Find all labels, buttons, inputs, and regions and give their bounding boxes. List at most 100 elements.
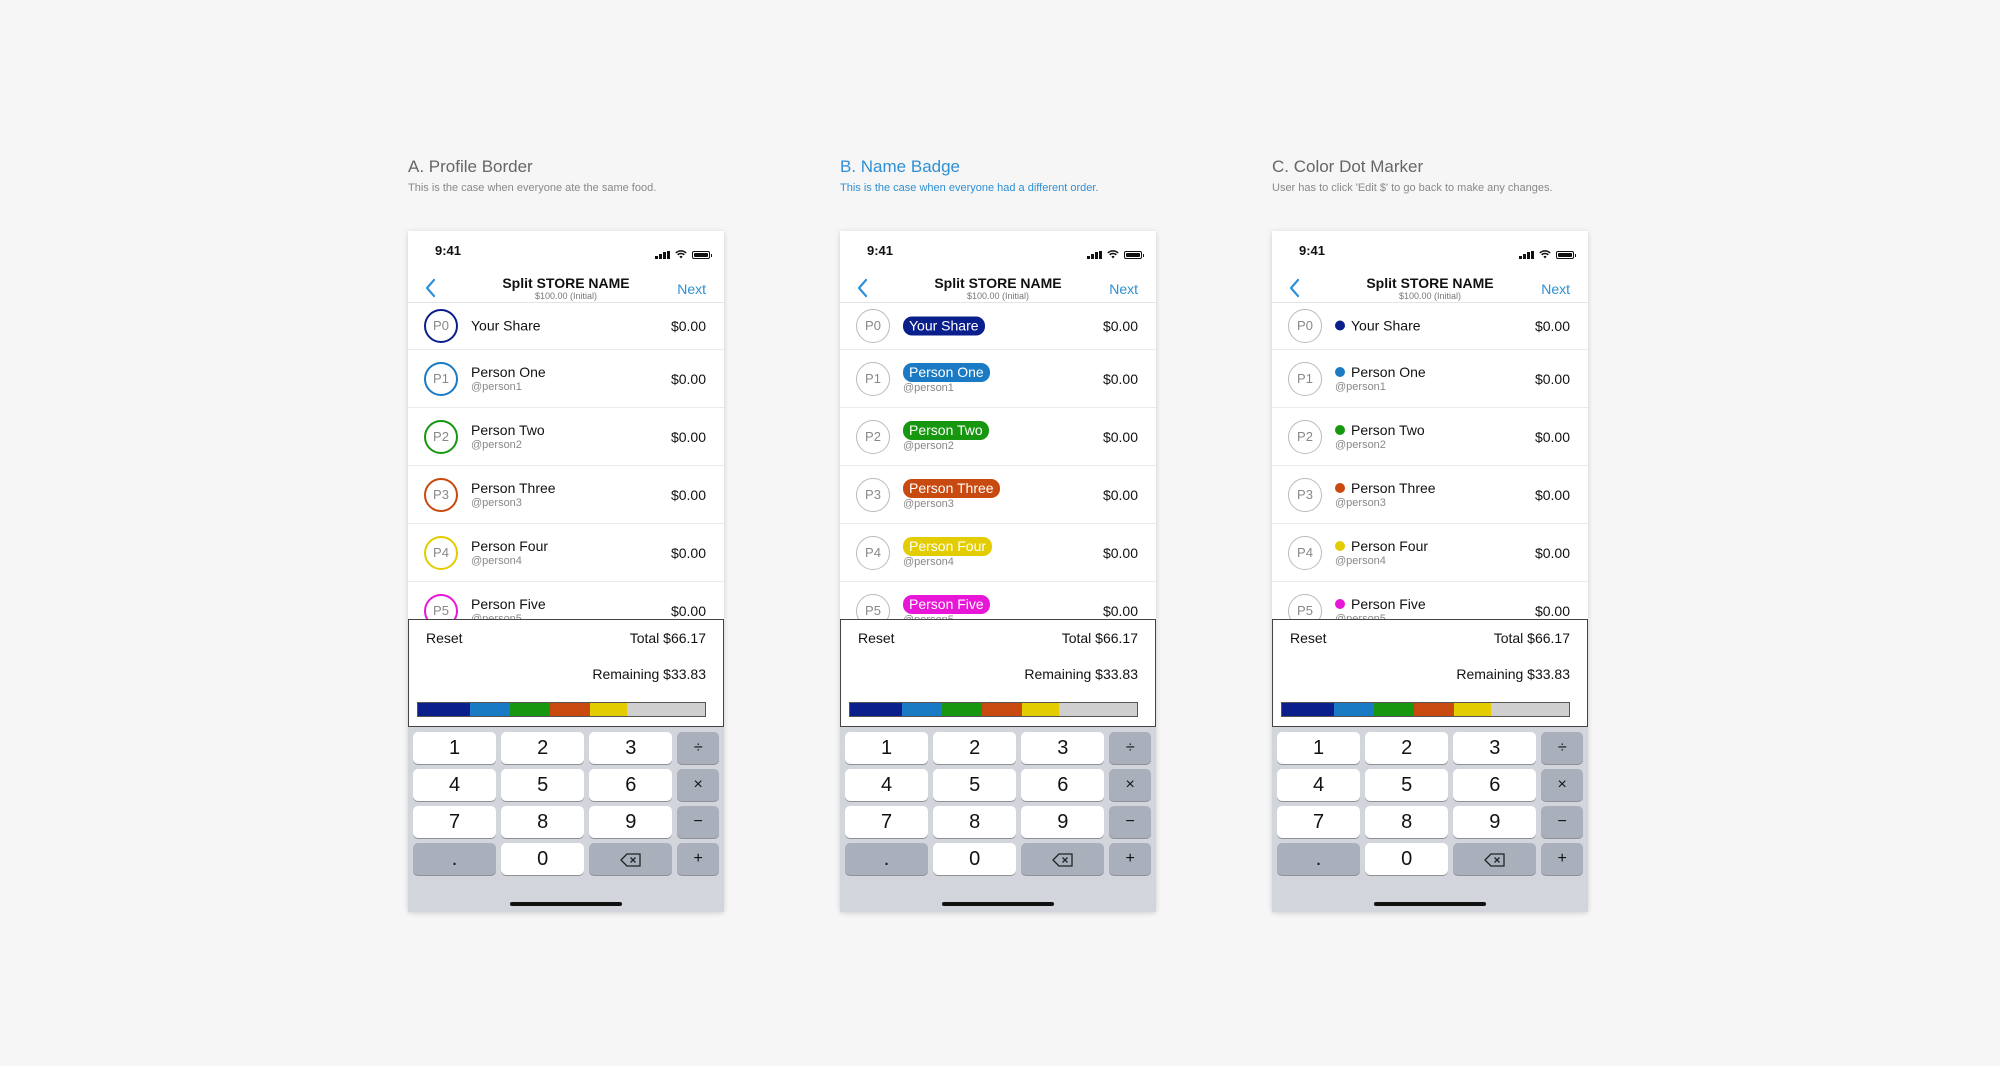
key-9[interactable]: 9: [589, 806, 673, 838]
person-row[interactable]: P4 Person Four @person4 $0.00: [840, 524, 1156, 582]
person-amount: $0.00: [1534, 602, 1570, 619]
key-4[interactable]: 4: [1277, 769, 1361, 801]
multiply-key[interactable]: ×: [677, 769, 719, 801]
person-row[interactable]: P5 Person Five@person5 $0.00: [408, 582, 724, 619]
minus-key[interactable]: −: [1541, 806, 1583, 838]
multiply-key[interactable]: ×: [1541, 769, 1583, 801]
person-row[interactable]: P3 Person Three @person3 $0.00: [1272, 466, 1588, 524]
name-badge: Person One: [903, 362, 990, 382]
backspace-key[interactable]: [589, 843, 673, 875]
next-button[interactable]: Next: [677, 281, 706, 297]
plus-key[interactable]: +: [1541, 843, 1583, 875]
key-5[interactable]: 5: [933, 769, 1017, 801]
variant-subtitle: User has to click 'Edit $' to go back to…: [1272, 182, 1553, 194]
person-row[interactable]: P0 Your Share $0.00: [1272, 303, 1588, 350]
next-button[interactable]: Next: [1541, 281, 1570, 297]
person-row[interactable]: P1 Person One @person1 $0.00: [1272, 350, 1588, 408]
person-row[interactable]: P2 Person Two @person2 $0.00: [408, 408, 724, 466]
reset-button[interactable]: Reset: [858, 630, 895, 646]
plus-key[interactable]: +: [1109, 843, 1151, 875]
nav-bar: Split STORE NAME $100.00 (Initial) Next: [1272, 275, 1588, 303]
name-badge: Person Two: [903, 420, 989, 440]
multiply-key[interactable]: ×: [1109, 769, 1151, 801]
person-row[interactable]: P4 Person Four @person4 $0.00: [1272, 524, 1588, 582]
key-2[interactable]: 2: [501, 732, 585, 764]
back-chevron-icon[interactable]: [1285, 276, 1307, 300]
split-progress-bar: [849, 702, 1138, 717]
key-3[interactable]: 3: [1453, 732, 1537, 764]
key-4[interactable]: 4: [413, 769, 497, 801]
key-0[interactable]: 0: [1365, 843, 1449, 875]
divide-key[interactable]: ÷: [677, 732, 719, 764]
next-button[interactable]: Next: [1109, 281, 1138, 297]
key-decimal[interactable]: .: [413, 843, 497, 875]
key-5[interactable]: 5: [501, 769, 585, 801]
avatar: P4: [856, 535, 890, 570]
keypad-row: . 0 +: [845, 843, 1151, 875]
back-chevron-icon[interactable]: [853, 276, 875, 300]
person-info: Your Share: [903, 316, 985, 336]
back-chevron-icon[interactable]: [421, 276, 443, 300]
key-2[interactable]: 2: [1365, 732, 1449, 764]
person-handle: @person1: [1335, 380, 1386, 393]
key-7[interactable]: 7: [413, 806, 497, 838]
key-7[interactable]: 7: [1277, 806, 1361, 838]
reset-button[interactable]: Reset: [1290, 630, 1327, 646]
person-row[interactable]: P5 Person Five@person5 $0.00: [1272, 582, 1588, 619]
key-7[interactable]: 7: [845, 806, 929, 838]
plus-key[interactable]: +: [677, 843, 719, 875]
backspace-key[interactable]: [1453, 843, 1537, 875]
person-amount: $0.00: [1534, 370, 1570, 387]
minus-key[interactable]: −: [677, 806, 719, 838]
key-9[interactable]: 9: [1453, 806, 1537, 838]
key-2[interactable]: 2: [933, 732, 1017, 764]
battery-icon: [1124, 251, 1144, 259]
page-title: Split STORE NAME: [502, 275, 630, 291]
person-row[interactable]: P3 Person Three @person3 $0.00: [840, 466, 1156, 524]
person-row[interactable]: P0 Your Share $0.00: [840, 303, 1156, 350]
key-decimal[interactable]: .: [1277, 843, 1361, 875]
key-1[interactable]: 1: [1277, 732, 1361, 764]
person-handle: @person3: [903, 497, 954, 510]
color-dot-marker: [1335, 598, 1345, 609]
key-4[interactable]: 4: [845, 769, 929, 801]
person-name: Person Two: [471, 422, 545, 439]
key-decimal[interactable]: .: [845, 843, 929, 875]
key-6[interactable]: 6: [1453, 769, 1537, 801]
key-1[interactable]: 1: [413, 732, 497, 764]
divide-key[interactable]: ÷: [1109, 732, 1151, 764]
key-3[interactable]: 3: [1021, 732, 1105, 764]
person-handle: @person4: [1335, 554, 1386, 567]
key-0[interactable]: 0: [933, 843, 1017, 875]
numeric-keypad: 1 2 3 ÷ 4 5 6 × 7 8 9−. 0 +: [408, 727, 724, 912]
reset-button[interactable]: Reset: [426, 630, 463, 646]
person-row[interactable]: P0 Your Share $0.00: [408, 303, 724, 350]
person-row[interactable]: P1 Person One @person1 $0.00: [408, 350, 724, 408]
key-3[interactable]: 3: [589, 732, 673, 764]
avatar: P3: [856, 477, 890, 512]
person-row[interactable]: P1 Person One @person1 $0.00: [840, 350, 1156, 408]
wifi-icon: [675, 246, 687, 264]
key-6[interactable]: 6: [589, 769, 673, 801]
key-8[interactable]: 8: [501, 806, 585, 838]
person-row[interactable]: P2 Person Two @person2 $0.00: [840, 408, 1156, 466]
backspace-icon: [620, 848, 642, 870]
person-row[interactable]: P5 Person Five@person5 $0.00: [840, 582, 1156, 619]
key-9[interactable]: 9: [1021, 806, 1105, 838]
avatar: P2: [856, 419, 890, 454]
person-amount: $0.00: [1102, 428, 1138, 445]
key-8[interactable]: 8: [1365, 806, 1449, 838]
backspace-key[interactable]: [1021, 843, 1105, 875]
color-dot-marker: [1335, 424, 1345, 435]
person-row[interactable]: P3 Person Three @person3 $0.00: [408, 466, 724, 524]
numeric-keypad: 1 2 3 ÷ 4 5 6 × 7 8 9−. 0 +: [1272, 727, 1588, 912]
key-0[interactable]: 0: [501, 843, 585, 875]
key-1[interactable]: 1: [845, 732, 929, 764]
person-row[interactable]: P4 Person Four @person4 $0.00: [408, 524, 724, 582]
minus-key[interactable]: −: [1109, 806, 1151, 838]
person-row[interactable]: P2 Person Two @person2 $0.00: [1272, 408, 1588, 466]
key-8[interactable]: 8: [933, 806, 1017, 838]
key-6[interactable]: 6: [1021, 769, 1105, 801]
key-5[interactable]: 5: [1365, 769, 1449, 801]
divide-key[interactable]: ÷: [1541, 732, 1583, 764]
